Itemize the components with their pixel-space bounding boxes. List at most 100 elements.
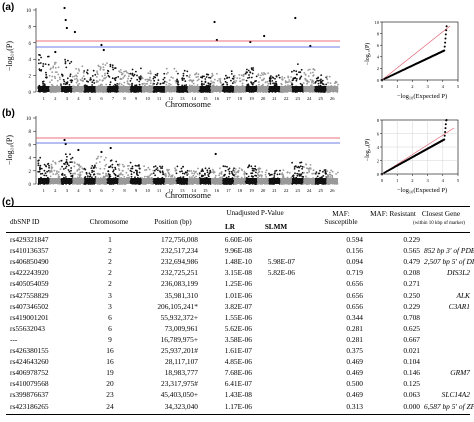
manhattan-a-point xyxy=(306,79,309,82)
manhattan-b-point xyxy=(179,176,182,179)
manhattan-a-point xyxy=(162,78,165,81)
manhattan-b-point xyxy=(136,169,138,172)
manhattan-b-point xyxy=(303,171,305,174)
manhattan-a-point xyxy=(263,77,265,80)
manhattan-b-base-band xyxy=(130,178,142,184)
manhattan-a-point xyxy=(84,84,87,86)
manhattan-b-point xyxy=(324,171,327,174)
manhattan-b-point xyxy=(78,164,81,167)
manhattan-a-point xyxy=(167,71,169,74)
manhattan-a-point xyxy=(183,69,186,72)
manhattan-b-chrom-label: 19 xyxy=(249,188,254,193)
manhattan-a-chrom-label: 17 xyxy=(226,96,231,101)
manhattan-a-point xyxy=(233,74,236,77)
manhattan-b-point xyxy=(120,172,122,174)
manhattan-a-base-band xyxy=(164,86,177,92)
manhattan-b-point xyxy=(108,175,111,178)
manhattan-a-point xyxy=(47,63,50,66)
manhattan-b-point xyxy=(198,172,201,175)
manhattan-a-point xyxy=(292,79,295,81)
lr-pvalue-cell: 3.15E-08 xyxy=(224,268,252,278)
manhattan-a-point xyxy=(216,79,219,82)
manhattan-a-point xyxy=(280,82,283,85)
manhattan-a-point xyxy=(308,81,310,83)
manhattan-a-point xyxy=(247,69,250,72)
manhattan-a-point xyxy=(264,81,267,83)
manhattan-b-point xyxy=(292,174,295,177)
manhattan-a-point xyxy=(89,77,92,79)
manhattan-a-base-band xyxy=(84,86,96,92)
manhattan-a-ytick-label: 2 xyxy=(29,75,32,80)
manhattan-b-point xyxy=(193,176,196,179)
manhattan-a-point xyxy=(216,72,218,75)
manhattan-b-point xyxy=(51,166,54,169)
manhattan-a-point xyxy=(69,79,72,82)
manhattan-a-base-band xyxy=(107,86,119,92)
manhattan-a-point xyxy=(106,62,108,64)
snp-id-cell: rs399876637 xyxy=(10,390,49,400)
manhattan-a-point xyxy=(312,71,314,74)
manhattan-a-point xyxy=(259,76,261,79)
qq-b-points xyxy=(381,119,448,175)
manhattan-a-peak-point xyxy=(54,50,57,54)
manhattan-b-point xyxy=(241,169,244,172)
manhattan-b-point xyxy=(104,165,107,167)
manhattan-a-point xyxy=(104,72,106,75)
manhattan-b-point xyxy=(218,174,221,177)
manhattan-a-point xyxy=(206,73,209,76)
manhattan-b-point xyxy=(91,169,94,172)
manhattan-b-point xyxy=(79,174,82,176)
manhattan-a-peak-point xyxy=(309,44,312,48)
manhattan-a-point xyxy=(232,78,235,80)
manhattan-a-point xyxy=(175,70,178,73)
manhattan-a-point xyxy=(207,82,210,85)
chromosome-cell: 6 xyxy=(108,323,112,333)
manhattan-b-chrom-label: 23 xyxy=(295,188,300,193)
manhattan-a-peak-point xyxy=(63,6,66,10)
table-row: rs424643260 16 28,117,107 4.85E-06 0.469 0.10… xyxy=(6,357,470,368)
maf-susceptible-cell: 0.313 xyxy=(346,401,363,411)
maf-susceptible-cell: 0.719 xyxy=(346,268,363,278)
manhattan-b-ylabel: −log₁₀(P) xyxy=(5,135,14,165)
manhattan-b-base-band xyxy=(314,178,327,184)
manhattan-a-chrom-label: 8 xyxy=(123,96,126,101)
manhattan-b-point xyxy=(250,165,253,168)
manhattan-a-point xyxy=(291,83,294,86)
manhattan-b-chrom-label: 4 xyxy=(77,188,80,193)
manhattan-a-point xyxy=(192,82,195,85)
manhattan-a-point xyxy=(185,84,188,86)
manhattan-b-point xyxy=(234,173,237,176)
manhattan-a-point xyxy=(50,79,53,81)
manhattan-b-point xyxy=(254,165,257,168)
manhattan-b-point xyxy=(198,173,201,176)
manhattan-b-point xyxy=(261,170,263,173)
manhattan-b-point xyxy=(65,176,67,178)
manhattan-a-chrom-label: 9 xyxy=(135,96,138,101)
manhattan-a-point xyxy=(66,81,69,84)
manhattan-b-point xyxy=(64,167,67,169)
manhattan-b-point xyxy=(159,165,161,168)
manhattan-b-chrom-label: 15 xyxy=(203,188,208,193)
manhattan-a-point xyxy=(320,80,322,83)
manhattan-a-point xyxy=(128,83,131,86)
manhattan-a-point xyxy=(263,73,266,75)
manhattan-a-point xyxy=(120,69,122,71)
manhattan-a-point xyxy=(70,81,73,84)
closest-gene-cell: 2,507 bp 5′ of DIS3L2 xyxy=(424,257,474,267)
manhattan-a-point xyxy=(252,69,255,71)
manhattan-a-point xyxy=(212,84,215,87)
manhattan-b-point xyxy=(173,176,176,179)
manhattan-a-point xyxy=(105,83,108,86)
manhattan-a-point xyxy=(140,67,142,70)
manhattan-b-point xyxy=(234,175,236,178)
manhattan-b-point xyxy=(234,168,237,170)
manhattan-a-point xyxy=(240,74,243,77)
manhattan-b-point xyxy=(209,169,212,172)
manhattan-a-point xyxy=(328,75,331,78)
manhattan-b-chrom-label: 17 xyxy=(226,188,231,193)
manhattan-b-point xyxy=(162,171,164,174)
manhattan-b-point xyxy=(219,167,221,170)
manhattan-a-peak-point xyxy=(102,48,105,52)
manhattan-a-point xyxy=(248,76,251,79)
manhattan-a-point xyxy=(91,81,94,84)
